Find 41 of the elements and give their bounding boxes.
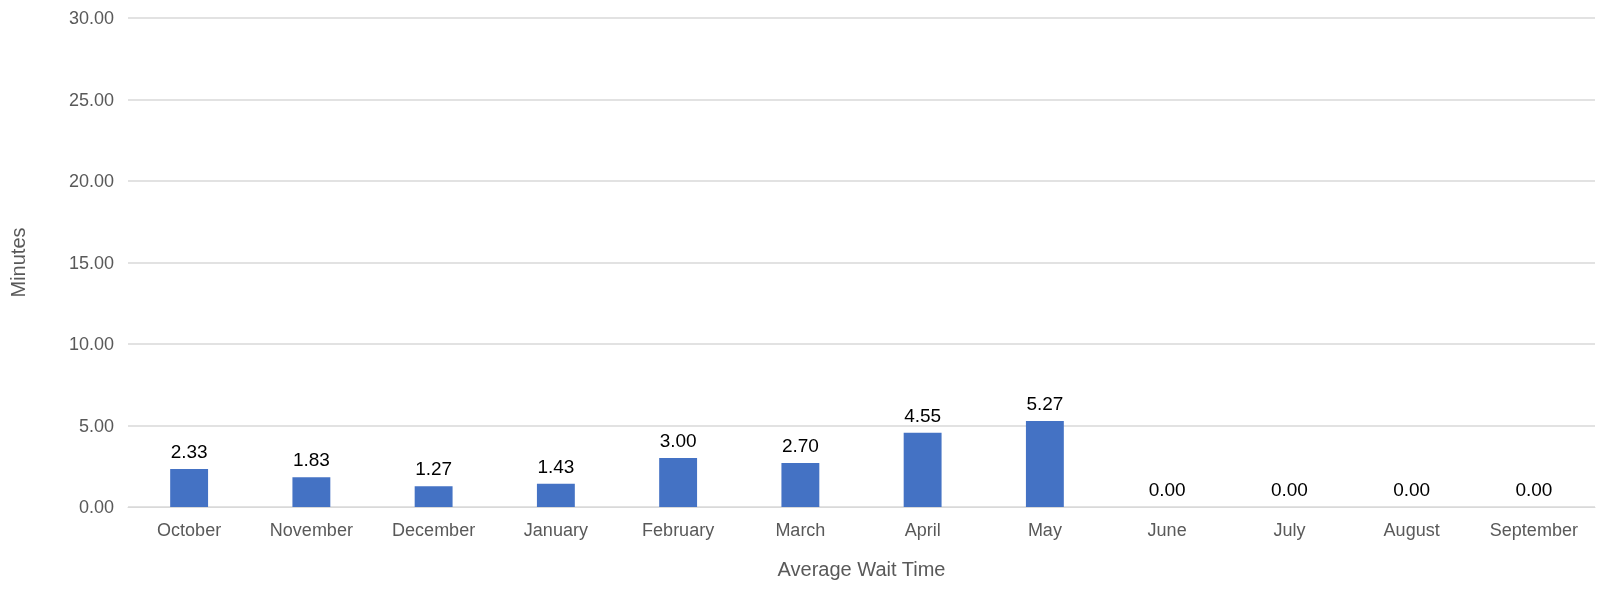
x-tick-label: April (904, 520, 941, 540)
bar (536, 483, 575, 507)
y-axis-title: Minutes (7, 227, 29, 298)
data-label: 0.00 (1148, 479, 1186, 500)
x-tick-label: August (1383, 520, 1440, 540)
bar (414, 486, 453, 507)
data-label: 2.70 (781, 434, 819, 456)
x-tick-label: November (269, 520, 353, 540)
x-tick-label: June (1147, 520, 1187, 540)
bar (903, 432, 942, 507)
x-axis-title: Average Wait Time (777, 558, 946, 580)
x-tick-label: January (523, 520, 588, 540)
y-tick-label: 10.00 (68, 334, 114, 354)
y-tick-label: 5.00 (78, 415, 114, 436)
x-tick-label: February (642, 520, 715, 540)
data-label: 3.00 (659, 430, 697, 452)
bar (781, 462, 820, 507)
bar (1025, 421, 1064, 507)
data-label: 4.55 (904, 404, 942, 426)
x-tick-label: May (1027, 520, 1062, 540)
x-tick-label: July (1273, 520, 1306, 540)
y-tick-label: 0.00 (78, 497, 114, 517)
data-label: 1.27 (415, 458, 453, 480)
bar (292, 477, 331, 507)
data-label: 5.27 (1026, 393, 1064, 415)
data-label: 2.33 (170, 441, 208, 463)
data-label: 1.83 (292, 449, 330, 471)
y-tick-label: 30.00 (68, 8, 114, 28)
x-tick-label: March (775, 520, 826, 540)
data-label: 1.43 (537, 455, 575, 477)
bar (659, 458, 698, 507)
y-tick-label: 20.00 (68, 171, 114, 191)
bar (170, 469, 209, 507)
data-label: 0.00 (1393, 479, 1431, 500)
data-label: 0.00 (1515, 479, 1553, 500)
x-tick-label: September (1489, 520, 1578, 540)
x-tick-label: October (157, 520, 222, 540)
x-tick-label: December (392, 520, 476, 540)
y-tick-label: 15.00 (68, 252, 114, 273)
y-tick-label: 25.00 (68, 89, 114, 110)
data-label: 0.00 (1270, 479, 1308, 500)
